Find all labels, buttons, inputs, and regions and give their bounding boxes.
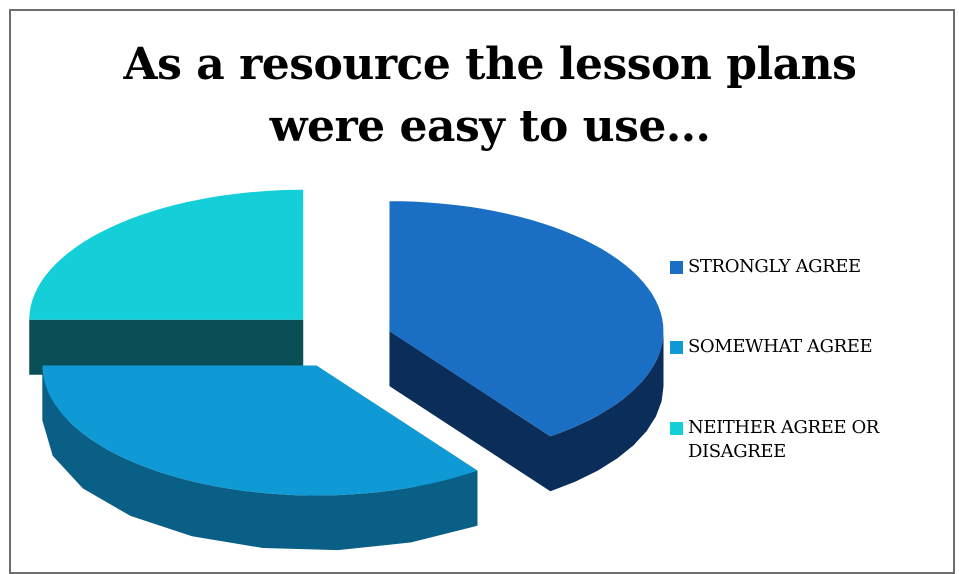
legend-swatch-somewhat-agree: [670, 341, 683, 354]
chart-title-line-2: were easy to use...: [269, 101, 711, 152]
pie-side-somewhat-agree: [42, 365, 478, 551]
pie-wall-neither-0: [29, 319, 304, 375]
legend-item-neither: NEITHER AGREE OR DISAGREE: [670, 416, 943, 464]
pie-slice-strongly-agree: [389, 201, 664, 437]
pie-side-strongly-agree: [550, 331, 664, 492]
legend-swatch-neither: [670, 422, 683, 435]
chart-title-line-1: As a resource the lesson plans: [123, 39, 857, 90]
pie-slice-somewhat-agree: [42, 365, 478, 496]
legend-swatch-strongly-agree: [670, 261, 683, 274]
legend-label-strongly-agree: STRONGLY AGREE: [688, 256, 861, 277]
chart-title: As a resource the lesson plans were easy…: [0, 34, 959, 158]
pie-slice-neither: [29, 189, 304, 320]
pie-slices: [29, 189, 664, 496]
legend-label-neither: NEITHER AGREE OR DISAGREE: [688, 417, 879, 462]
legend-label-somewhat-agree: SOMEWHAT AGREE: [688, 336, 873, 357]
legend-item-strongly-agree: STRONGLY AGREE: [670, 255, 943, 279]
pie-wall-strongly-agree-1: [389, 331, 551, 492]
legend-item-somewhat-agree: SOMEWHAT AGREE: [670, 335, 943, 359]
